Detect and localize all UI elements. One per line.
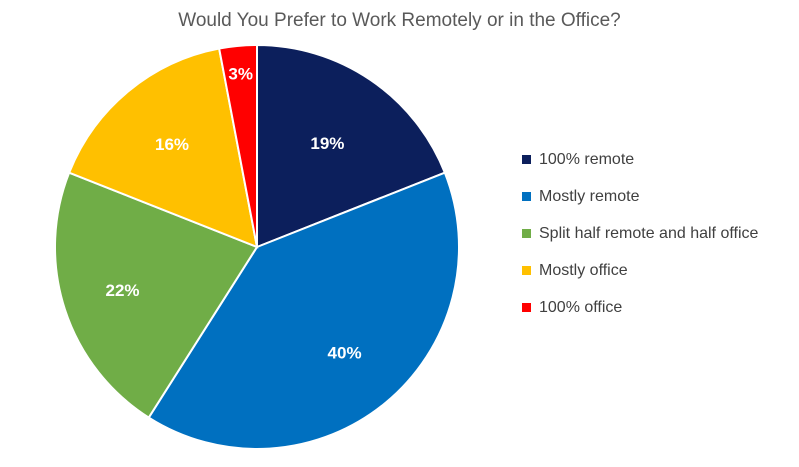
legend-item-mostly-office: Mostly office	[522, 252, 758, 289]
slice-mostly-remote	[147, 171, 460, 450]
legend-label: 100% remote	[539, 150, 635, 168]
legend-item-100-office: 100% office	[522, 289, 758, 326]
legend-swatch	[522, 266, 531, 275]
data-label: 16%	[155, 135, 189, 154]
legend-item-split: Split half remote and half office	[522, 215, 758, 252]
slice-100-remote	[256, 43, 447, 249]
data-label: 19%	[310, 134, 344, 153]
legend: 100% remote Mostly remote Split half rem…	[522, 141, 758, 326]
slice-split	[54, 171, 259, 419]
legend-item-mostly-remote: Mostly remote	[522, 178, 758, 215]
data-label: 40%	[328, 343, 362, 362]
legend-swatch	[522, 192, 531, 201]
legend-label: Split half remote and half office	[539, 224, 759, 242]
legend-swatch	[522, 303, 531, 312]
legend-label: Mostly remote	[539, 187, 640, 205]
slice-100-office	[217, 43, 258, 248]
data-label: 3%	[228, 65, 253, 84]
legend-label: 100% office	[539, 298, 623, 316]
legend-label: Mostly office	[539, 261, 628, 279]
legend-swatch	[522, 229, 531, 238]
chart-title: Would You Prefer to Work Remotely or in …	[178, 10, 621, 31]
legend-swatch	[522, 155, 531, 164]
legend-item-100-remote: 100% remote	[522, 141, 758, 178]
data-label: 22%	[106, 281, 140, 300]
slice-mostly-office	[67, 47, 259, 249]
